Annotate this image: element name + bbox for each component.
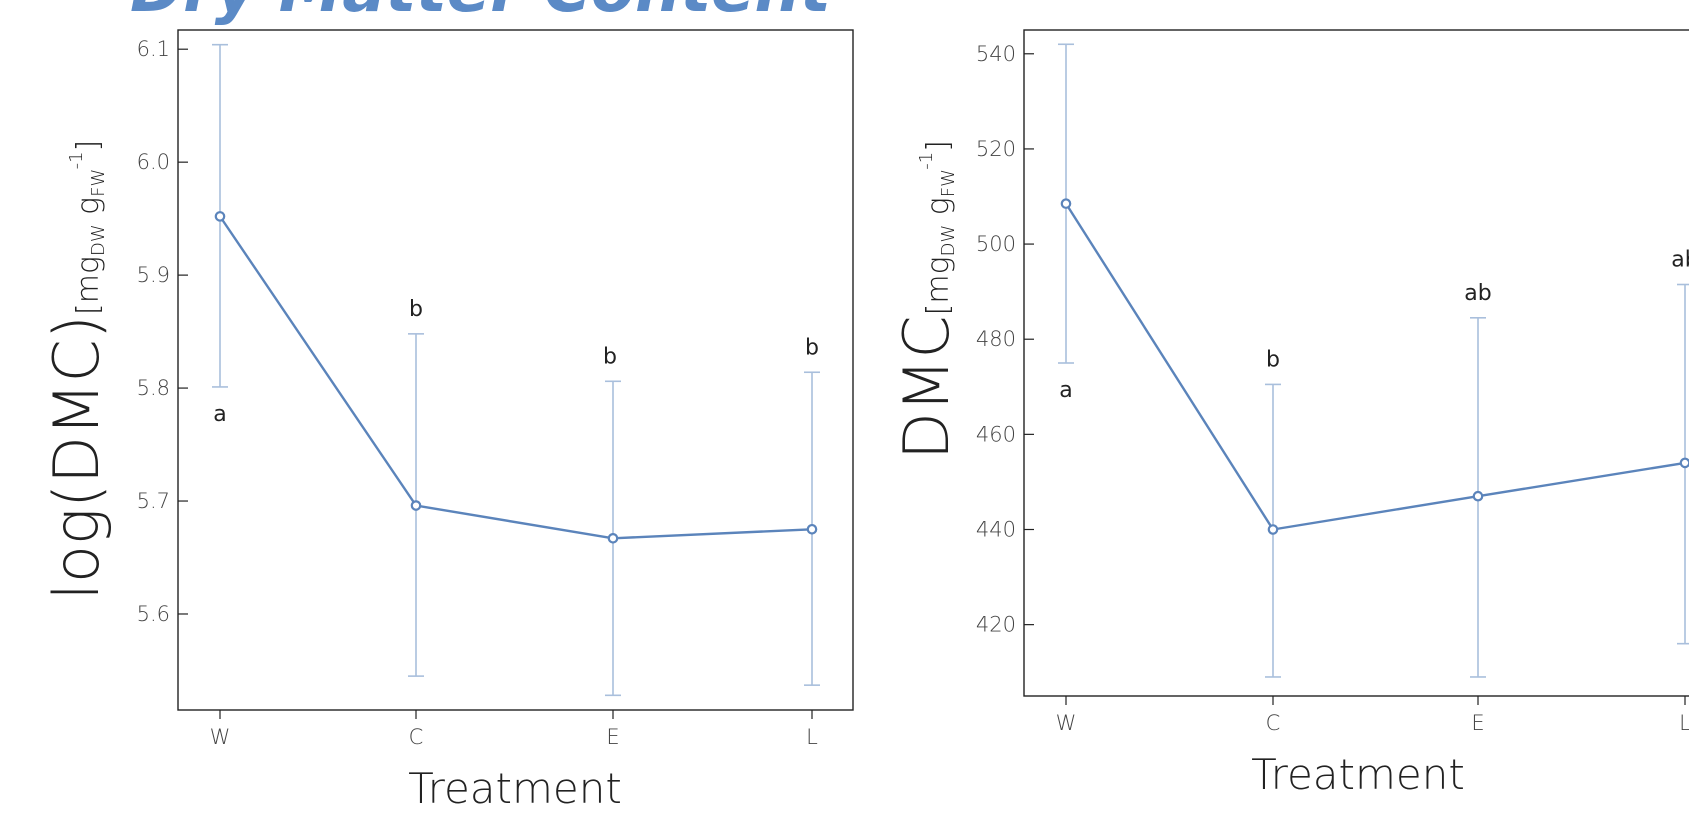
y-axis-title-subscript: DW xyxy=(88,224,109,256)
y-axis-title-main: DMC xyxy=(890,315,963,460)
significance-label: a xyxy=(213,402,226,427)
data-point xyxy=(607,533,619,544)
y-axis-title-space xyxy=(921,215,956,225)
y-tick-label: 5.7 xyxy=(137,489,170,513)
y-tick-label: 460 xyxy=(976,422,1016,446)
x-axis-title: Treatment xyxy=(408,764,622,813)
data-point xyxy=(1060,198,1072,209)
plot-frame xyxy=(1023,29,1689,697)
x-tick-label: E xyxy=(606,725,619,749)
x-axis-title: Treatment xyxy=(1251,750,1465,799)
data-point xyxy=(410,500,422,511)
y-axis-title-unit: mg xyxy=(921,256,956,303)
y-tick-label: 500 xyxy=(976,232,1016,256)
y-axis-title-subscript: DW xyxy=(938,225,959,257)
page-title: Dry Matter Content xyxy=(130,0,831,22)
significance-label: b xyxy=(409,297,423,322)
plot-frame xyxy=(177,29,854,711)
data-point xyxy=(1267,524,1279,535)
data-point xyxy=(806,523,818,535)
x-tick-label: L xyxy=(1679,711,1689,735)
x-tick-label: C xyxy=(1266,711,1281,735)
data-point xyxy=(1472,490,1484,502)
significance-label: b xyxy=(603,344,617,369)
y-axis-title-subscript: FW xyxy=(938,170,959,197)
y-axis-title-main: log(DMC) xyxy=(40,315,113,600)
y-axis-title-unit: mg xyxy=(71,256,106,303)
series-line xyxy=(219,215,813,540)
y-tick-label: 5.9 xyxy=(137,263,170,287)
y-axis-title-space xyxy=(71,215,106,225)
y-axis-title: log(DMC)[mgDW gFW-1] xyxy=(40,140,113,601)
y-tick-label: 540 xyxy=(976,42,1016,66)
significance-label: b xyxy=(1266,347,1280,372)
y-tick-label: 420 xyxy=(976,613,1016,637)
y-axis-title-superscript: -1 xyxy=(66,151,87,169)
y-tick-label: 480 xyxy=(976,327,1016,351)
x-tick-label: W xyxy=(1056,711,1077,735)
y-axis-title-unit: g xyxy=(921,197,956,215)
y-axis-title-unit: g xyxy=(71,197,106,215)
data-point xyxy=(214,211,226,222)
x-tick-label: W xyxy=(210,725,231,749)
x-tick-label: C xyxy=(409,725,424,749)
x-tick-label: E xyxy=(1471,711,1484,735)
y-axis-title-superscript: -1 xyxy=(916,152,937,170)
y-tick-label: 440 xyxy=(976,518,1016,542)
significance-label: a xyxy=(1059,378,1072,403)
chart-2: 420440460480500520540WCELabababTreatment… xyxy=(890,29,1689,799)
y-axis-title-bracket: [ xyxy=(71,303,106,315)
y-tick-label: 5.8 xyxy=(137,376,170,400)
y-tick-label: 5.6 xyxy=(137,602,170,626)
y-axis-title-bracket: ] xyxy=(921,140,956,152)
y-tick-label: 6.0 xyxy=(137,150,170,174)
x-tick-label: L xyxy=(806,725,818,749)
series-line xyxy=(1064,202,1686,531)
chart-1: 5.6 5.7 5.8 5.9 6.0 6.1 W C E La b b b Treatment log(D… xyxy=(40,29,854,813)
y-axis-title: DMC[mgDW gFW-1] xyxy=(890,140,963,460)
y-axis-title-subscript: FW xyxy=(88,169,109,196)
y-axis-title-bracket: ] xyxy=(71,140,106,152)
data-point xyxy=(1679,457,1689,469)
significance-label: ab xyxy=(1671,248,1689,273)
y-axis-title-bracket: [ xyxy=(921,304,956,316)
significance-label: ab xyxy=(1464,281,1491,306)
significance-label: b xyxy=(805,335,819,360)
y-tick-label: 520 xyxy=(976,137,1016,161)
y-tick-label: 6.1 xyxy=(137,37,170,61)
